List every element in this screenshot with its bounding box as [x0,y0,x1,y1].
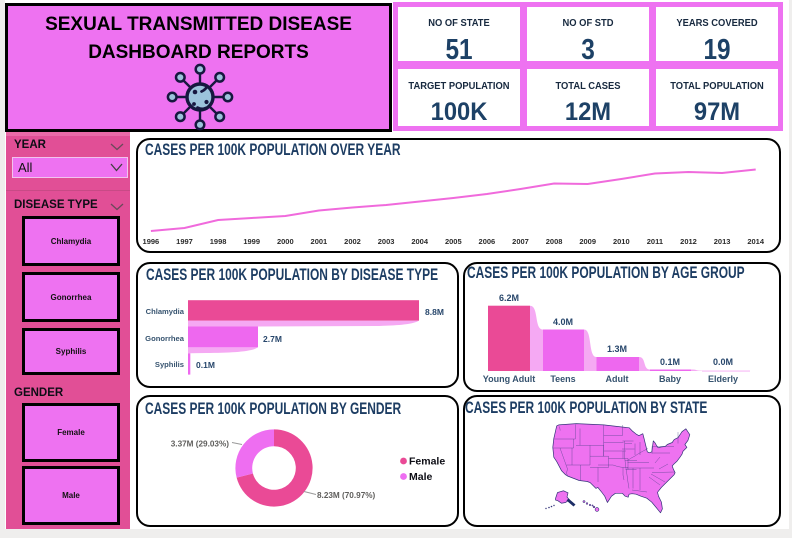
svg-text:Male: Male [409,471,433,483]
svg-text:3.37M (29.03%): 3.37M (29.03%) [171,440,230,449]
svg-text:8.23M (70.97%): 8.23M (70.97%) [317,491,376,500]
svg-text:Female: Female [409,456,445,468]
